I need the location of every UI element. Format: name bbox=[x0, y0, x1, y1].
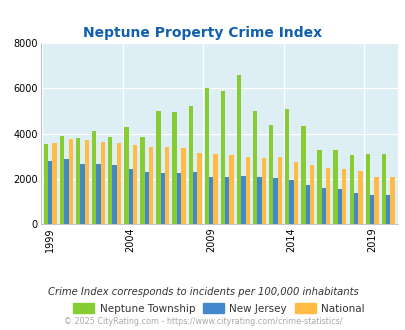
Bar bbox=[177, 173, 181, 224]
Bar bbox=[124, 127, 128, 224]
Bar bbox=[181, 148, 185, 224]
Bar bbox=[337, 189, 341, 224]
Bar bbox=[241, 176, 245, 224]
Bar bbox=[44, 144, 48, 224]
Bar bbox=[100, 142, 105, 224]
Bar bbox=[245, 157, 249, 224]
Bar bbox=[60, 136, 64, 224]
Bar bbox=[277, 157, 281, 224]
Text: Crime Index corresponds to incidents per 100,000 inhabitants: Crime Index corresponds to incidents per… bbox=[47, 287, 358, 297]
Bar bbox=[273, 178, 277, 224]
Bar bbox=[229, 155, 233, 224]
Bar bbox=[224, 177, 229, 224]
Bar bbox=[96, 164, 100, 224]
Bar bbox=[349, 155, 353, 224]
Bar bbox=[373, 177, 378, 224]
Bar bbox=[357, 171, 362, 224]
Bar bbox=[325, 168, 330, 224]
Bar bbox=[197, 153, 201, 224]
Bar bbox=[309, 165, 313, 224]
Bar bbox=[353, 193, 357, 224]
Bar bbox=[132, 145, 137, 224]
Bar bbox=[236, 75, 241, 224]
Bar bbox=[80, 164, 84, 224]
Bar bbox=[257, 177, 261, 224]
Bar bbox=[213, 154, 217, 224]
Bar bbox=[112, 165, 117, 224]
Bar bbox=[76, 138, 80, 224]
Bar bbox=[68, 139, 72, 224]
Bar bbox=[317, 149, 321, 224]
Bar bbox=[192, 172, 197, 224]
Bar bbox=[156, 111, 160, 224]
Text: Neptune Property Crime Index: Neptune Property Crime Index bbox=[83, 26, 322, 40]
Bar bbox=[369, 195, 373, 224]
Bar bbox=[365, 154, 369, 224]
Bar bbox=[390, 177, 394, 224]
Bar bbox=[64, 159, 68, 224]
Bar bbox=[209, 177, 213, 224]
Bar bbox=[128, 169, 132, 224]
Bar bbox=[321, 188, 325, 224]
Bar bbox=[301, 126, 305, 224]
Bar bbox=[220, 90, 224, 224]
Bar bbox=[269, 124, 273, 224]
Bar bbox=[284, 109, 289, 224]
Bar bbox=[252, 111, 257, 224]
Bar bbox=[289, 180, 293, 224]
Legend: Neptune Township, New Jersey, National: Neptune Township, New Jersey, National bbox=[69, 299, 368, 318]
Bar bbox=[172, 112, 177, 224]
Bar bbox=[341, 169, 345, 224]
Bar bbox=[165, 147, 169, 224]
Bar bbox=[149, 147, 153, 224]
Bar bbox=[305, 185, 309, 224]
Bar bbox=[144, 172, 149, 224]
Bar bbox=[333, 149, 337, 224]
Bar bbox=[160, 173, 165, 224]
Bar bbox=[381, 154, 385, 224]
Bar bbox=[117, 143, 121, 224]
Bar bbox=[293, 162, 297, 224]
Bar bbox=[204, 88, 209, 224]
Bar bbox=[385, 195, 390, 224]
Bar bbox=[92, 131, 96, 224]
Bar bbox=[108, 137, 112, 224]
Bar bbox=[48, 161, 52, 224]
Bar bbox=[84, 141, 89, 224]
Bar bbox=[188, 106, 192, 224]
Bar bbox=[261, 158, 265, 224]
Bar bbox=[52, 143, 57, 224]
Bar bbox=[140, 137, 144, 224]
Text: © 2025 CityRating.com - https://www.cityrating.com/crime-statistics/: © 2025 CityRating.com - https://www.city… bbox=[64, 317, 341, 326]
